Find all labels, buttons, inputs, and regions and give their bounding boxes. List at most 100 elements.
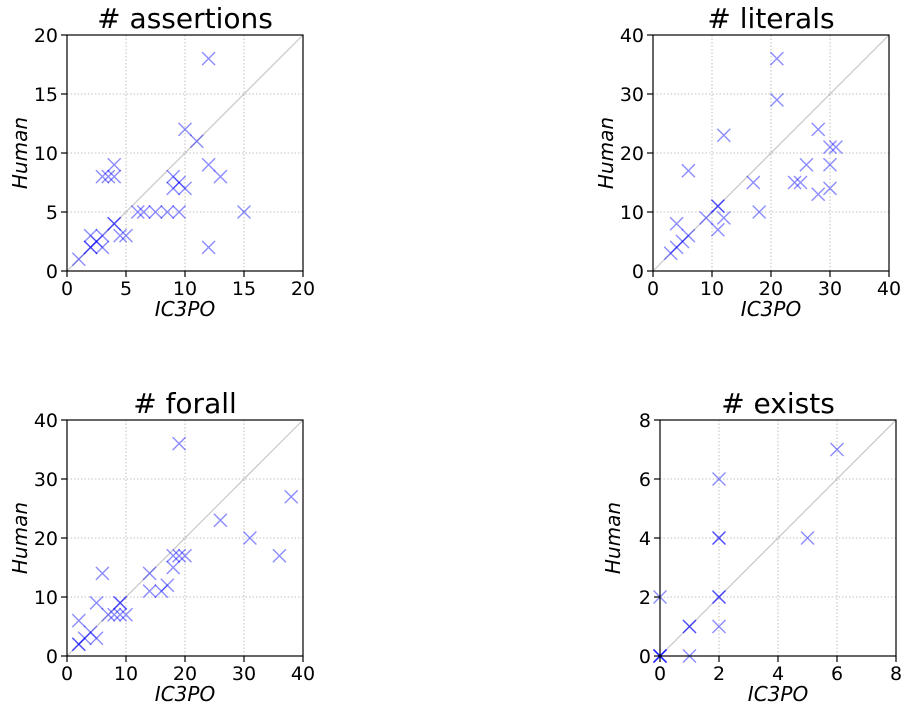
forall-point-7: [95, 566, 110, 581]
exists-xtick-label-4: 8: [890, 663, 902, 685]
assertions-point-23: [178, 122, 192, 137]
literals-ytick-label-2: 20: [620, 143, 644, 165]
literals-point-3: [675, 234, 690, 249]
forall-xtick-label-4: 40: [291, 663, 315, 685]
exists-xtick-label-0: 0: [654, 663, 666, 685]
forall-ytick-label-4: 40: [34, 410, 58, 432]
assertions-xtick-label-3: 15: [232, 278, 256, 300]
assertions-xtick-label-2: 10: [173, 278, 197, 300]
assertions-ytick-label-3: 15: [34, 84, 58, 106]
exists-point-6: [682, 619, 697, 634]
literals-point-24: [828, 140, 843, 155]
literals-point-10: [716, 128, 731, 143]
forall-point-17: [160, 578, 175, 593]
forall-x-axis-label: IC3PO: [155, 682, 215, 706]
assertions-point-9: [107, 216, 122, 231]
forall-point-16: [154, 584, 169, 599]
forall-title: # forall: [133, 387, 237, 420]
literals-point-0: [663, 246, 678, 261]
forall-point-5: [89, 631, 104, 646]
assertions-point-12: [107, 157, 122, 172]
literals-point-4: [681, 228, 696, 243]
literals-ytick-label-1: 10: [620, 202, 644, 224]
forall-point-2: [71, 613, 86, 628]
exists-xtick-label-1: 2: [713, 663, 725, 685]
exists-point-9: [712, 531, 726, 545]
assertions-point-16: [136, 205, 151, 219]
literals-ytick-label-0: 0: [632, 261, 644, 283]
exists-diagonal-line: [659, 419, 897, 657]
literals-point-15: [769, 92, 784, 107]
forall-point-15: [142, 584, 157, 599]
exists-xtick-label-3: 6: [831, 663, 843, 685]
assertions-point-30: [237, 205, 251, 219]
forall-point-4: [83, 625, 98, 640]
assertions-point-10: [107, 216, 122, 231]
assertions-point-18: [160, 205, 175, 219]
assertions-point-1: [83, 240, 98, 255]
chart-literals: 0 10 20 30 40 0 10 20 30 40 # literals IC3PO Human: [594, 2, 901, 321]
assertions-point-21: [172, 205, 187, 219]
forall-xtick-label-3: 30: [232, 663, 256, 685]
literals-ytick-label-3: 30: [620, 84, 644, 106]
literals-point-13: [752, 205, 767, 219]
assertions-point-7: [95, 169, 110, 184]
literals-point-14: [769, 51, 784, 66]
assertions-point-5: [95, 240, 110, 255]
forall-point-19: [166, 548, 181, 563]
assertions-point-11: [107, 169, 122, 184]
assertions-point-29: [213, 169, 228, 184]
forall-ytick-label-2: 20: [34, 528, 58, 550]
assertions-x-axis-label: IC3PO: [155, 297, 215, 321]
forall-point-21: [172, 436, 187, 451]
forall-point-22: [178, 548, 192, 563]
chart-exists: 0 2 4 6 8 0 2 4 6 8 # exists IC3PO Human: [601, 387, 902, 706]
assertions-point-2: [83, 240, 98, 255]
chart-forall: 0 10 20 30 40 0 10 20 30 40 # forall IC3PO Human: [8, 387, 315, 706]
forall-point-20: [172, 548, 187, 563]
literals-ytick-label-4: 40: [620, 25, 644, 47]
exists-ytick-label-0: 0: [639, 646, 651, 668]
assertions-point-27: [201, 157, 216, 172]
assertions-point-0: [71, 252, 86, 267]
exists-point-14: [800, 531, 815, 545]
literals-point-17: [793, 175, 808, 190]
assertions-point-17: [148, 205, 163, 219]
assertions-ytick-label-4: 20: [34, 25, 58, 47]
exists-ytick-label-1: 2: [639, 587, 651, 609]
assertions-ytick-label-1: 5: [46, 202, 58, 224]
assertions-point-4: [89, 234, 104, 249]
forall-xtick-label-1: 10: [114, 663, 138, 685]
forall-point-9: [107, 607, 122, 622]
forall-ytick-label-3: 30: [34, 469, 58, 491]
assertions-point-13: [113, 228, 128, 243]
forall-diagonal-line: [66, 419, 304, 657]
assertions-ytick-label-0: 0: [46, 261, 58, 283]
literals-point-20: [811, 187, 826, 202]
assertions-point-24: [178, 181, 192, 196]
exists-point-8: [712, 472, 726, 486]
exists-point-11: [712, 590, 726, 604]
forall-point-10: [113, 595, 128, 610]
assertions-point-26: [201, 51, 216, 66]
literals-point-19: [811, 122, 826, 137]
assertions-point-19: [166, 169, 181, 184]
literals-point-6: [699, 210, 714, 225]
assertions-point-28: [201, 240, 216, 255]
forall-point-26: [284, 489, 299, 504]
literals-point-11: [716, 210, 731, 225]
forall-point-6: [89, 595, 104, 610]
forall-point-13: [119, 607, 133, 622]
exists-x-axis-label: IC3PO: [748, 682, 808, 706]
forall-xtick-label-2: 20: [173, 663, 197, 685]
exists-ytick-label-4: 8: [639, 410, 651, 432]
literals-point-7: [710, 199, 725, 214]
exists-point-13: [712, 619, 726, 634]
forall-point-18: [166, 560, 181, 575]
exists-point-12: [712, 590, 726, 604]
assertions-point-25: [189, 134, 204, 149]
forall-point-12: [113, 607, 128, 622]
forall-point-8: [101, 607, 116, 622]
forall-point-24: [242, 531, 257, 545]
